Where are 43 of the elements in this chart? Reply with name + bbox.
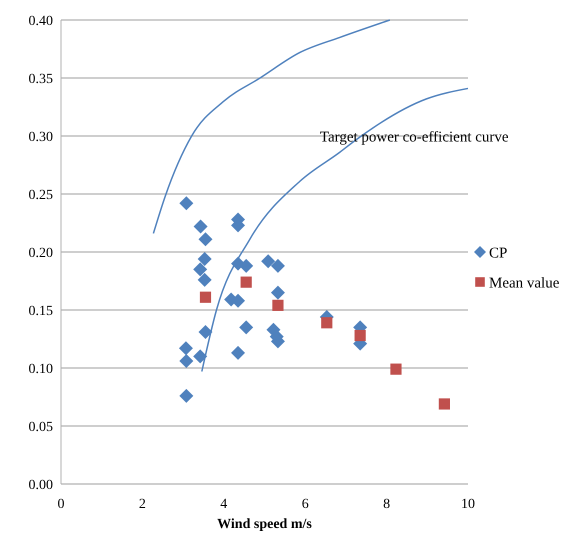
- point: [198, 232, 212, 246]
- legend-label: CP: [489, 245, 508, 262]
- point: [272, 300, 284, 311]
- point: [240, 276, 252, 288]
- point: [239, 258, 254, 273]
- x-axis-title: Wind speed m/s: [217, 517, 312, 532]
- point: [261, 254, 276, 268]
- point: [178, 341, 193, 356]
- legend-label: Mean value: [489, 275, 560, 292]
- point: [270, 286, 285, 300]
- x-tick-label: 6: [302, 497, 309, 512]
- x-tick-label: 2: [138, 497, 146, 512]
- point: [239, 320, 254, 334]
- point: [198, 272, 212, 287]
- point: [200, 292, 212, 303]
- point: [179, 196, 194, 210]
- point: [231, 346, 246, 360]
- point: [390, 364, 402, 375]
- y-tick-label: 0.25: [28, 188, 53, 203]
- y-tick-label: 0.00: [28, 478, 53, 493]
- point: [194, 219, 208, 234]
- point: [179, 388, 194, 403]
- y-tick-label: 0.15: [28, 304, 53, 319]
- x-tick-label: 0: [58, 497, 64, 512]
- y-tick-label: 0.35: [28, 72, 53, 87]
- y-tick-label: 0.40: [28, 14, 53, 29]
- point: [321, 317, 332, 328]
- x-tick-label: 4: [220, 497, 228, 512]
- point: [198, 325, 212, 340]
- point: [193, 349, 208, 364]
- point: [354, 330, 366, 342]
- annotation: Target power co-efficient curve: [320, 129, 509, 146]
- x-tick-label: 8: [383, 497, 390, 512]
- point: [270, 258, 285, 273]
- y-tick-label: 0.05: [28, 420, 53, 435]
- point: [193, 262, 208, 276]
- point: [438, 398, 450, 410]
- point: [198, 252, 212, 266]
- y-tick-label: 0.30: [28, 130, 53, 145]
- y-tick-label: 0.20: [28, 246, 53, 261]
- x-tick-label: 10: [461, 497, 475, 512]
- y-tick-label: 0.10: [28, 362, 53, 377]
- point: [179, 354, 194, 368]
